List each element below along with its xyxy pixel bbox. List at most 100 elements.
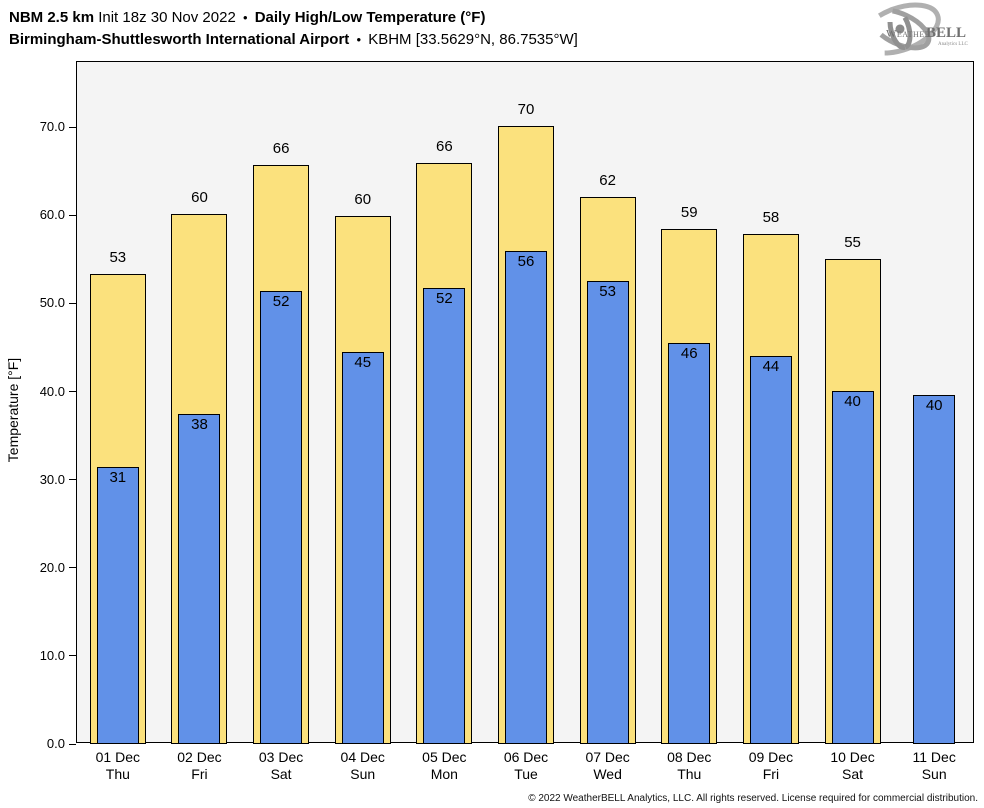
x-tick-date: 03 Dec <box>258 749 304 765</box>
logo-text-bell: BELL <box>926 25 966 41</box>
y-axis-tick <box>69 126 76 128</box>
x-axis-tick-label: 10 Dec Sat <box>812 749 894 783</box>
y-axis-tick-label: 0.0 <box>46 736 65 751</box>
low-temp-value: 52 <box>272 293 290 311</box>
low-temp-value: 52 <box>436 290 453 308</box>
high-temp-value: 66 <box>272 140 290 158</box>
x-tick-date: 11 Dec <box>912 749 956 765</box>
x-tick-day: Thu <box>677 766 702 782</box>
subtitle-station: Birmingham-Shuttlesworth International A… <box>9 31 350 48</box>
title-init: Init 18z 30 Nov 2022 <box>98 9 236 26</box>
low-temp-bar <box>913 395 956 744</box>
x-tick-date: 08 Dec <box>667 749 712 765</box>
high-temp-value: 59 <box>680 203 698 221</box>
low-temp-bar <box>423 288 466 744</box>
high-temp-value: 60 <box>354 191 372 209</box>
x-axis-tick-label: 09 Dec Fri <box>730 749 812 783</box>
y-axis-tick-label: 20.0 <box>39 559 65 575</box>
y-axis-tick-label: 70.0 <box>39 119 65 135</box>
x-tick-date: 09 Dec <box>748 749 794 765</box>
high-temp-value: 58 <box>762 208 780 226</box>
y-axis-tick <box>69 743 76 745</box>
title-bullet: • <box>242 10 248 25</box>
low-temp-value: 53 <box>599 282 616 300</box>
x-axis-tick-label: 07 Dec Wed <box>567 749 649 783</box>
x-tick-day: Sun <box>921 766 947 782</box>
high-temp-value: 53 <box>109 249 127 267</box>
y-axis-tick <box>69 391 76 393</box>
high-temp-value: 55 <box>844 234 861 252</box>
x-axis-tick-label: 01 Dec Thu <box>77 749 159 783</box>
low-temp-bar <box>178 413 221 744</box>
y-axis-tick <box>69 214 76 216</box>
low-temp-bar <box>668 343 711 744</box>
low-temp-bar <box>749 356 792 744</box>
x-tick-day: Sat <box>270 766 292 782</box>
x-tick-date: 01 Dec <box>95 749 140 765</box>
low-temp-bar <box>260 291 303 744</box>
low-temp-value: 44 <box>762 358 780 376</box>
low-temp-value: 31 <box>109 469 127 487</box>
y-axis-tick-label: 60.0 <box>39 207 65 223</box>
low-temp-bar <box>341 351 384 744</box>
y-axis-tick-label: 10.0 <box>39 647 65 663</box>
high-temp-value: 66 <box>436 138 453 156</box>
x-tick-date: 04 Dec <box>340 749 385 765</box>
x-tick-day: Thu <box>105 766 130 782</box>
x-axis-tick-label: 08 Dec Thu <box>648 749 730 783</box>
low-temp-value: 56 <box>517 253 535 271</box>
x-tick-day: Sat <box>842 766 864 782</box>
x-tick-date: 07 Dec <box>585 749 630 765</box>
x-tick-date: 02 Dec <box>177 749 222 765</box>
title-model: NBM 2.5 km <box>9 9 95 26</box>
x-tick-day: Mon <box>430 766 458 782</box>
subtitle-bullet: • <box>356 32 362 47</box>
low-temp-bar <box>505 251 547 744</box>
subtitle-station-id: KBHM [33.5629°N, 86.7535°W] <box>368 31 578 48</box>
x-axis-tick-label: 05 Dec Mon <box>403 749 485 783</box>
x-axis-tick-label: 11 Dec Sun <box>893 749 975 783</box>
chart-title: NBM 2.5 km Init 18z 30 Nov 2022 • Daily … <box>9 7 578 29</box>
logo-tagline: Analytics LLC <box>938 42 969 47</box>
low-temp-value: 45 <box>354 353 372 371</box>
chart-header: NBM 2.5 km Init 18z 30 Nov 2022 • Daily … <box>9 7 578 51</box>
x-tick-day: Fri <box>762 766 780 782</box>
logo-text-weather: Weather <box>886 28 931 40</box>
x-tick-day: Sun <box>350 766 376 782</box>
x-tick-day: Wed <box>593 766 622 782</box>
x-tick-date: 10 Dec <box>830 749 875 765</box>
x-axis-tick-label: 02 Dec Fri <box>158 749 240 783</box>
x-axis-tick-label: 03 Dec Sat <box>240 749 322 783</box>
low-temp-bar <box>831 390 874 744</box>
y-axis-tick <box>69 655 76 657</box>
y-axis-label: Temperature [°F] <box>5 357 21 463</box>
y-axis-tick-label: 40.0 <box>39 383 65 399</box>
chart-subtitle: Birmingham-Shuttlesworth International A… <box>9 29 578 51</box>
low-temp-value: 46 <box>680 345 698 363</box>
title-product: Daily High/Low Temperature (°F) <box>254 9 486 26</box>
weatherbell-logo: Weather BELL Analytics LLC <box>859 2 969 56</box>
plot-area: 0.0 10.0 20.0 30.0 40.0 50.0 60.0 70.0 53 31 01 De… <box>40 61 974 782</box>
x-axis-tick-label: 06 Dec Tue <box>485 749 567 783</box>
x-tick-date: 05 Dec <box>422 749 467 765</box>
high-temp-value: 60 <box>191 188 208 206</box>
hurricane-swirl-icon <box>859 2 941 56</box>
y-axis-tick-label: 50.0 <box>39 295 65 311</box>
y-axis-tick <box>69 302 76 304</box>
x-tick-day: Tue <box>514 766 538 782</box>
low-temp-value: 38 <box>191 415 208 433</box>
low-temp-bar <box>586 280 629 744</box>
low-temp-value: 40 <box>844 392 861 410</box>
x-axis-tick-label: 04 Dec Sun <box>322 749 404 783</box>
x-tick-date: 06 Dec <box>503 749 549 765</box>
y-axis-tick <box>69 567 76 569</box>
x-tick-day: Fri <box>191 766 208 782</box>
high-temp-value: 62 <box>599 171 616 189</box>
low-temp-value: 40 <box>925 397 943 415</box>
y-axis-tick-label: 30.0 <box>39 471 65 487</box>
y-axis-tick <box>69 479 76 481</box>
high-temp-value: 70 <box>517 101 535 119</box>
copyright-notice: © 2022 WeatherBELL Analytics, LLC. All r… <box>528 793 978 804</box>
low-temp-bar <box>96 467 139 744</box>
